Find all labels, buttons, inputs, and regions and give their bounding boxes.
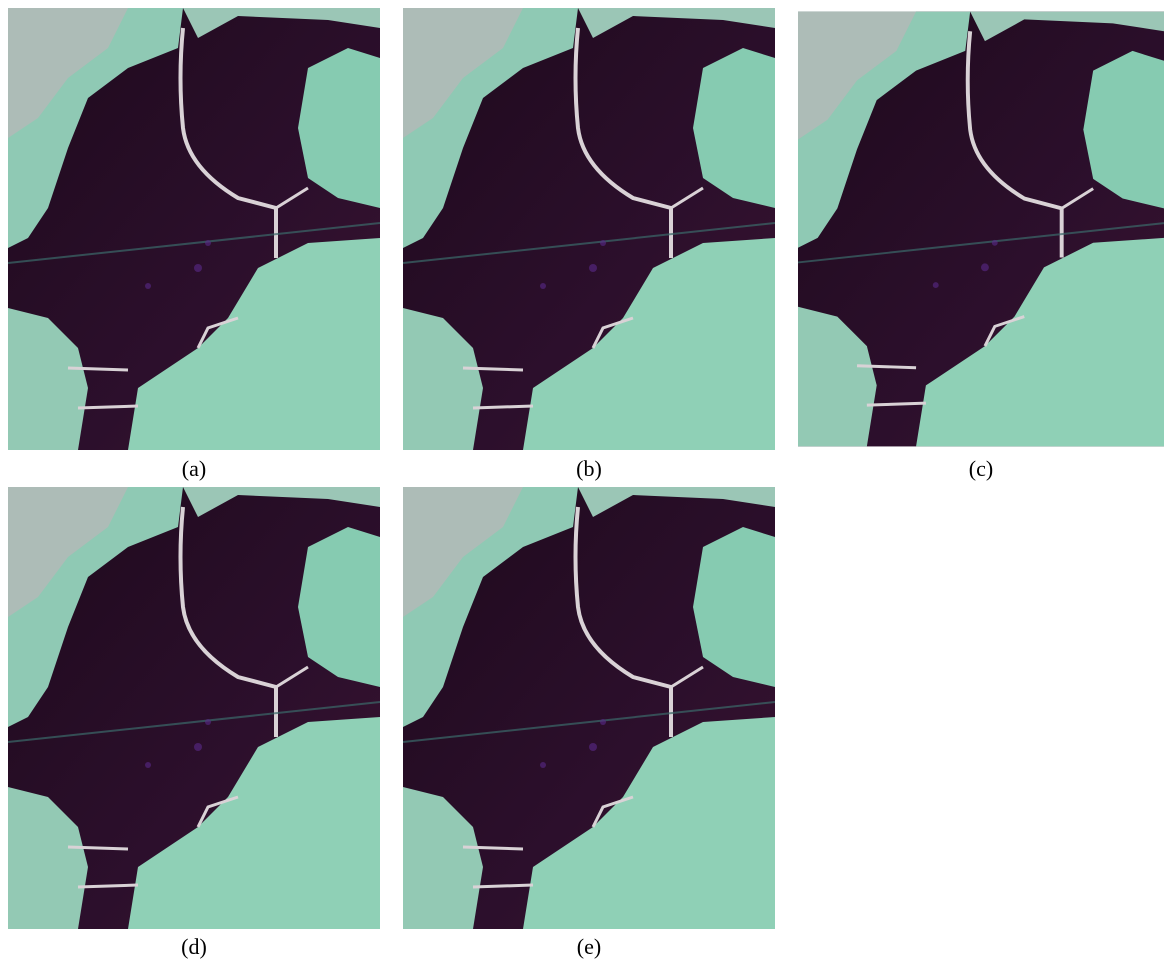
image-panel (403, 8, 775, 450)
panel-caption: (a) (8, 456, 380, 482)
image-panel (8, 8, 380, 450)
panel-caption: (d) (8, 934, 380, 960)
figure: (a) (b) (c) (d) (e) (0, 0, 1164, 964)
image-panel (403, 487, 775, 929)
panel-caption: (e) (403, 934, 775, 960)
image-panel (798, 8, 1164, 450)
panel-caption: (c) (795, 456, 1164, 482)
panel-caption: (b) (403, 456, 775, 482)
image-panel (8, 487, 380, 929)
